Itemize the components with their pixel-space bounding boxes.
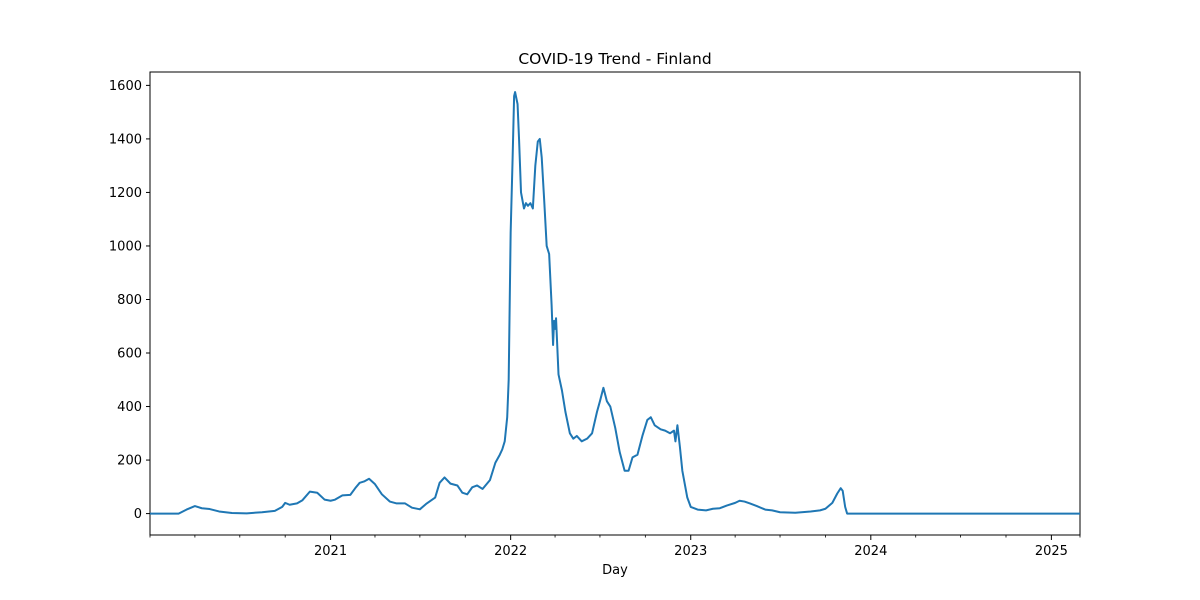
- y-tick-label: 200: [117, 454, 142, 469]
- x-tick-label: 2025: [1035, 544, 1068, 559]
- x-tick-label: 2023: [674, 544, 707, 559]
- y-tick-label: 600: [117, 347, 142, 362]
- x-tick-label: 2022: [494, 544, 527, 559]
- y-tick-label: 1000: [109, 239, 142, 254]
- y-tick-label: 1200: [109, 186, 142, 201]
- y-tick-label: 0: [134, 507, 142, 522]
- x-axis-label: Day: [602, 563, 628, 578]
- x-tick-label: 2021: [314, 544, 347, 559]
- plot-frame: [149, 71, 1081, 536]
- x-axis: 2021 2022 2023 2024 2025: [149, 535, 1081, 559]
- series-line: [150, 91, 1080, 515]
- x-tick-label: 2024: [854, 544, 887, 559]
- y-tick-label: 1400: [109, 132, 142, 147]
- y-tick-label: 1600: [109, 79, 142, 94]
- y-tick-label: 800: [117, 293, 142, 308]
- y-axis: 0 200 400 600 800 1000 1200 1400 1600: [109, 79, 150, 522]
- y-tick-label: 400: [117, 400, 142, 415]
- chart-title: COVID-19 Trend - Finland: [518, 50, 711, 68]
- series-layer: [150, 91, 1080, 515]
